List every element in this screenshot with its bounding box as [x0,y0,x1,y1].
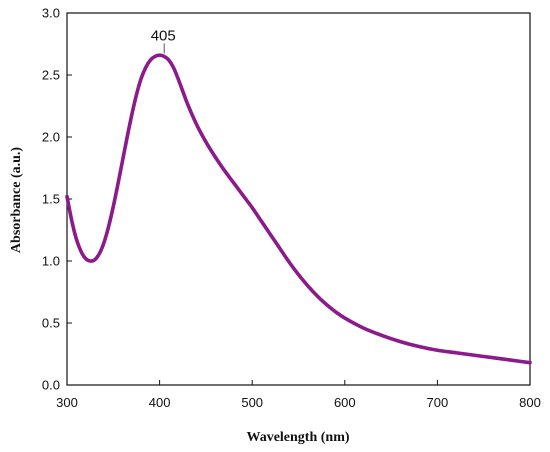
y-tick-label: 3.0 [42,6,60,21]
y-axis-title: Absorbance (a.u.) [9,147,24,254]
absorbance-series-line [65,53,532,365]
plot-border [66,12,531,386]
y-axis-ticks: 0.0 0.5 1.0 1.5 2.0 2.5 3.0 [42,6,72,393]
y-tick-label: 0.5 [42,316,60,331]
x-axis-title: Wavelength (nm) [246,430,349,445]
x-tick-label: 300 [56,395,78,410]
y-tick-label: 1.0 [42,254,60,269]
x-tick-label: 700 [427,395,449,410]
x-tick-label: 500 [241,395,263,410]
y-tick-label: 1.5 [42,192,60,207]
y-tick-label: 2.5 [42,68,60,83]
y-tick-label: 2.0 [42,130,60,145]
annotation-layer: 405 [151,27,176,54]
x-axis-ticks: 300 400 500 600 700 800 [56,380,541,410]
y-tick-label: 0.0 [42,378,60,393]
peak-annotation-label: 405 [151,27,176,44]
x-tick-label: 600 [334,395,356,410]
x-tick-label: 400 [149,395,171,410]
series-layer [65,53,532,365]
x-tick-label: 800 [519,395,541,410]
plot-frame [66,12,531,386]
